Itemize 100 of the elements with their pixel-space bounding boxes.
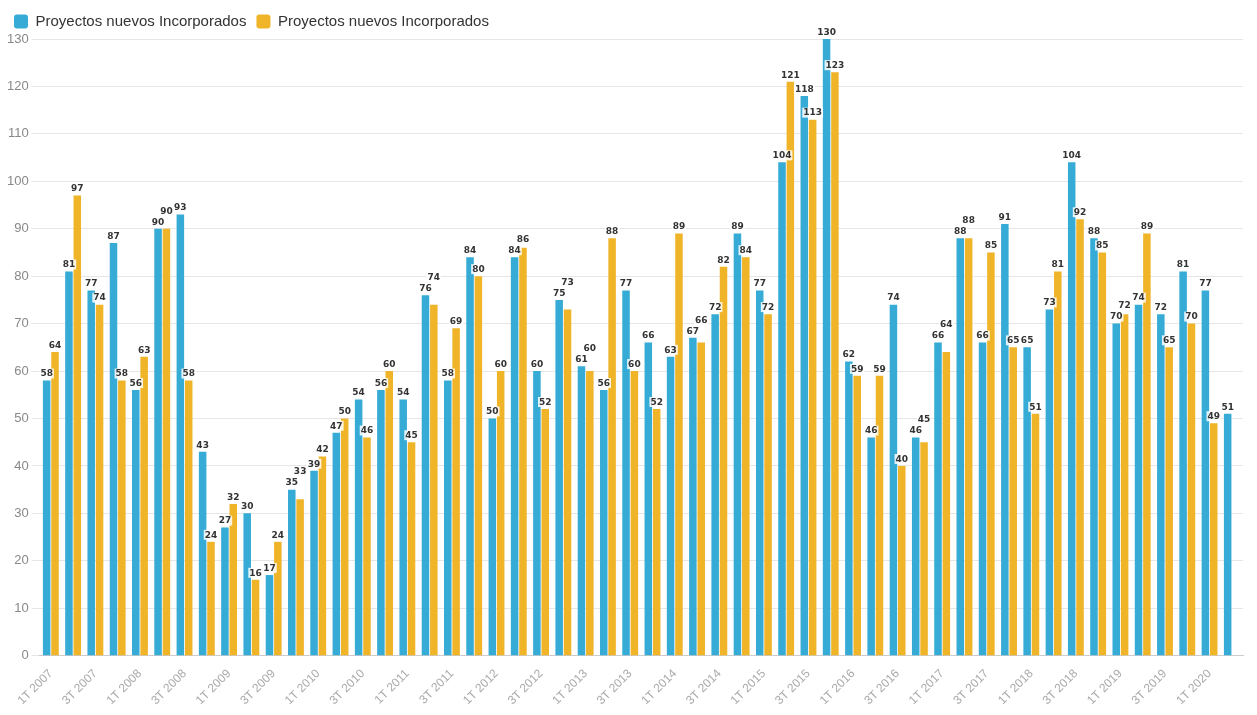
bar xyxy=(898,465,906,656)
data-label: 33 xyxy=(293,466,307,477)
bar xyxy=(920,442,928,656)
data-label: 54 xyxy=(352,387,365,398)
data-label: 39 xyxy=(307,458,321,469)
data-label: 93 xyxy=(174,202,187,213)
data-label: 89 xyxy=(1140,221,1154,232)
data-label: 46 xyxy=(360,425,374,436)
bar xyxy=(541,409,550,656)
data-label: 56 xyxy=(597,377,611,388)
bar xyxy=(140,356,148,656)
data-label: 85 xyxy=(984,240,998,251)
data-label: 65 xyxy=(1020,335,1034,346)
bar xyxy=(622,290,630,656)
bar xyxy=(1143,233,1151,656)
bar xyxy=(421,295,430,656)
data-label: 27 xyxy=(218,515,232,526)
bar xyxy=(652,409,661,656)
data-label: 42 xyxy=(316,444,329,455)
bar xyxy=(845,361,853,656)
data-label: 73 xyxy=(561,276,574,287)
data-label: 74 xyxy=(427,272,441,282)
data-label: 64 xyxy=(48,339,62,350)
data-label: 56 xyxy=(374,377,388,388)
bar xyxy=(964,238,973,656)
bar xyxy=(1201,290,1210,656)
data-label: 118 xyxy=(794,83,814,94)
data-label: 67 xyxy=(686,325,700,336)
bar xyxy=(831,72,839,656)
y-tick-label: 40 xyxy=(14,457,29,473)
data-label: 113 xyxy=(803,107,823,118)
data-label: 24 xyxy=(204,529,218,540)
data-label: 52 xyxy=(538,396,552,407)
bar xyxy=(118,380,126,656)
data-label: 72 xyxy=(1118,300,1131,311)
data-label: 35 xyxy=(285,477,299,488)
data-label: 91 xyxy=(998,211,1012,222)
data-label: 89 xyxy=(672,221,686,232)
bar xyxy=(1165,347,1173,656)
data-label: 50 xyxy=(486,406,499,417)
bar xyxy=(95,304,104,656)
data-label: 45 xyxy=(917,414,931,425)
data-label: 104 xyxy=(772,150,792,161)
bar xyxy=(711,314,719,656)
bar xyxy=(533,371,541,656)
bar xyxy=(778,162,786,656)
y-tick-label: 80 xyxy=(14,267,29,283)
y-tick-label: 0 xyxy=(21,647,29,663)
data-label: 58 xyxy=(441,368,455,379)
bar xyxy=(310,470,318,656)
bar xyxy=(675,233,683,656)
data-label: 45 xyxy=(405,430,418,441)
data-label: 70 xyxy=(1185,311,1198,322)
bar xyxy=(510,257,519,656)
bar xyxy=(377,390,385,656)
data-label: 84 xyxy=(508,245,521,256)
bar xyxy=(363,437,371,656)
bar xyxy=(132,390,140,656)
data-label: 60 xyxy=(628,358,641,369)
bar xyxy=(496,371,505,656)
y-tick-label: 90 xyxy=(14,220,29,236)
data-label: 70 xyxy=(1110,311,1123,322)
data-label: 82 xyxy=(717,254,730,265)
data-label: 59 xyxy=(873,363,886,374)
bar xyxy=(296,499,304,656)
data-label: 60 xyxy=(383,358,396,369)
bar xyxy=(243,513,251,656)
data-label: 58 xyxy=(40,368,53,379)
data-label: 81 xyxy=(1051,259,1065,270)
bar xyxy=(875,375,884,656)
bar xyxy=(354,399,363,656)
bar xyxy=(1120,314,1129,656)
bar xyxy=(719,266,728,656)
data-label: 60 xyxy=(494,358,507,369)
bar xyxy=(176,214,185,656)
bar xyxy=(407,442,416,656)
bar xyxy=(987,252,995,656)
data-label: 51 xyxy=(1029,401,1042,412)
bar xyxy=(1031,413,1040,656)
data-label: 88 xyxy=(962,215,975,226)
data-label: 123 xyxy=(825,60,845,71)
data-label: 54 xyxy=(396,387,410,398)
bar xyxy=(198,451,207,656)
bar xyxy=(555,299,563,656)
data-label: 62 xyxy=(842,349,856,360)
data-label: 74 xyxy=(93,292,106,303)
bar xyxy=(733,233,742,656)
bar xyxy=(1098,252,1107,656)
bar xyxy=(1223,413,1232,656)
bar xyxy=(586,371,594,656)
bar xyxy=(764,314,772,656)
data-label: 50 xyxy=(338,406,351,417)
data-label: 97 xyxy=(71,183,84,194)
bar xyxy=(1067,162,1076,656)
bar xyxy=(73,195,82,656)
data-label: 43 xyxy=(196,439,209,450)
bar xyxy=(184,380,193,656)
data-label: 66 xyxy=(931,330,945,341)
y-tick-label: 110 xyxy=(7,125,29,141)
bar xyxy=(229,503,238,656)
